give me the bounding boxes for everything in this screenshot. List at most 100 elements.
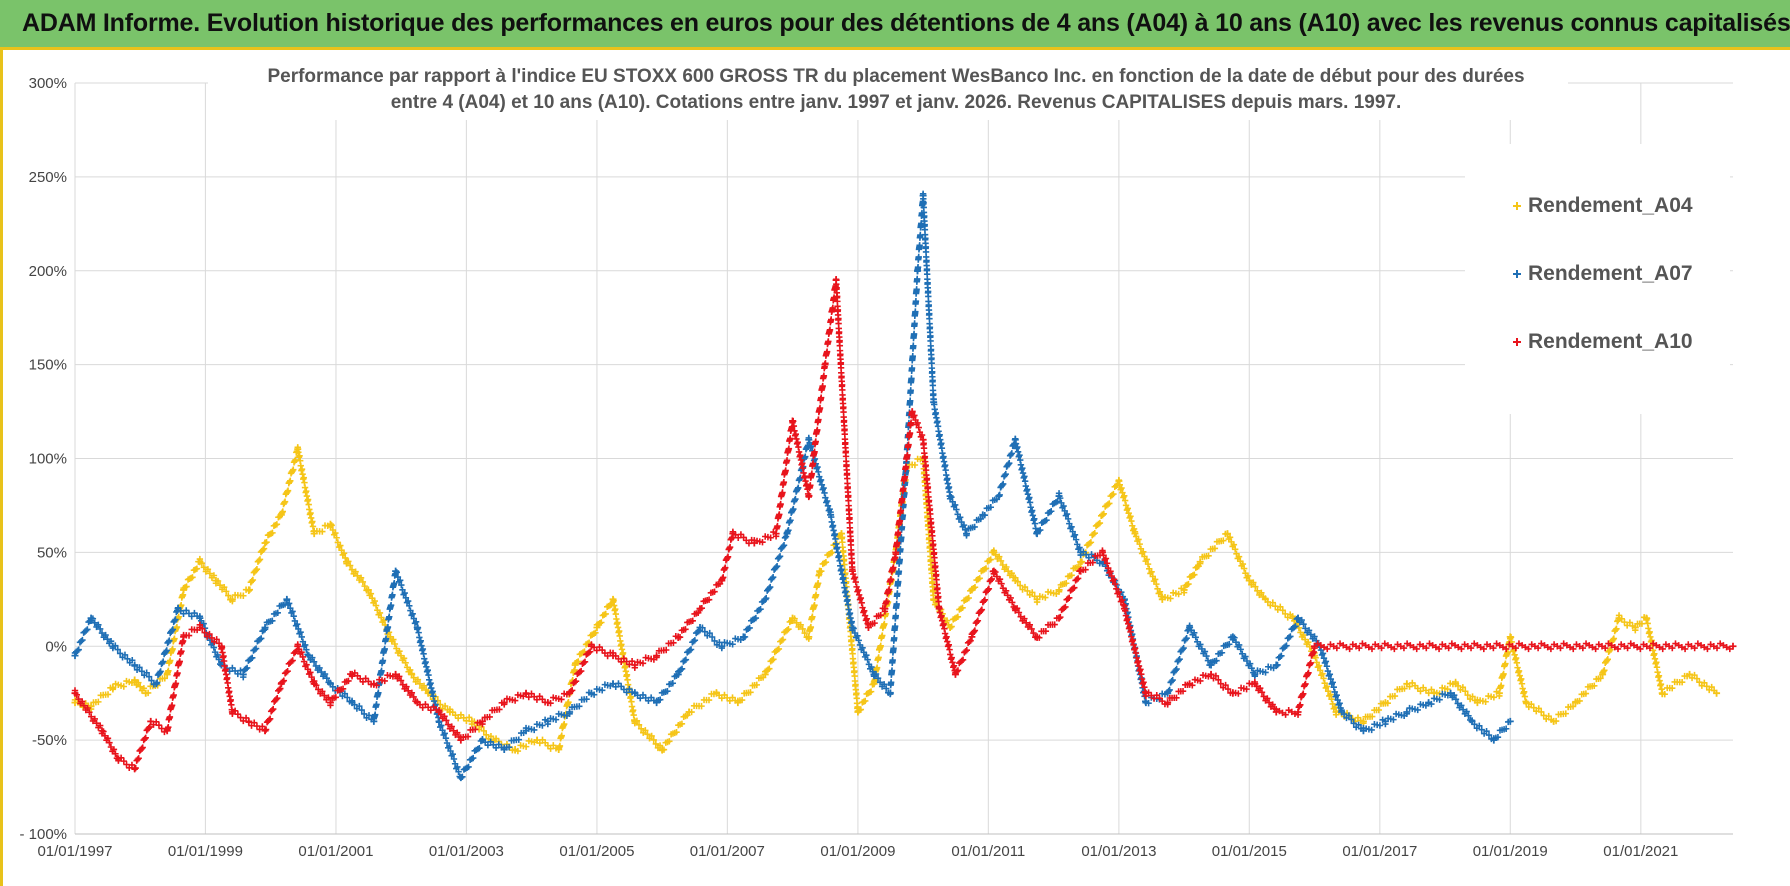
data-point: [1631, 623, 1639, 631]
data-point: [457, 774, 465, 782]
data-point: [1077, 548, 1085, 556]
data-point: [277, 680, 285, 688]
data-point: [854, 708, 862, 716]
data-point: [718, 577, 726, 585]
data-point: [283, 595, 291, 603]
data-point: [1359, 727, 1367, 735]
data-point: [631, 717, 639, 725]
data-point: [1403, 708, 1411, 716]
data-point: [343, 558, 351, 566]
data-point: [587, 642, 595, 650]
subtitle-background: [208, 60, 1568, 120]
data-point: [870, 670, 878, 678]
data-point: [1229, 689, 1237, 697]
legend-entry: Rendement_A07: [1513, 262, 1693, 285]
data-point: [1077, 567, 1085, 575]
data-point: [142, 689, 150, 697]
data-point: [180, 633, 188, 641]
data-point: [147, 717, 155, 725]
data-point: [1729, 642, 1737, 650]
data-point: [832, 276, 840, 284]
data-point: [1338, 708, 1346, 716]
x-tick-label: 01/01/2015: [1212, 843, 1287, 860]
data-point: [1261, 595, 1269, 603]
data-point: [71, 689, 79, 697]
data-point: [1229, 633, 1237, 641]
legend-label: Rendement_A07: [1528, 262, 1693, 285]
data-point: [837, 530, 845, 538]
data-point: [326, 699, 334, 707]
x-tick-label: 01/01/2009: [820, 843, 895, 860]
data-point: [261, 727, 269, 735]
data-point: [990, 567, 998, 575]
data-point: [1251, 680, 1259, 688]
data-point: [1223, 530, 1231, 538]
data-point: [1142, 689, 1150, 697]
data-point: [180, 586, 188, 594]
report-title: ADAM Informe. Evolution historique des p…: [22, 9, 1790, 37]
data-point: [968, 586, 976, 594]
data-point: [392, 567, 400, 575]
data-point: [566, 689, 574, 697]
data-point: [609, 680, 617, 688]
data-point: [1381, 717, 1389, 725]
y-tick-label: 50%: [37, 544, 67, 561]
data-point: [370, 680, 378, 688]
data-point: [886, 689, 894, 697]
data-point: [696, 605, 704, 613]
data-point: [1381, 699, 1389, 707]
data-point: [71, 699, 79, 707]
data-point: [1447, 689, 1455, 697]
x-tick-label: 01/01/2001: [298, 843, 373, 860]
data-point: [392, 670, 400, 678]
data-point: [131, 676, 139, 684]
data-point: [653, 699, 661, 707]
data-point: [914, 267, 922, 275]
data-point: [990, 548, 998, 556]
data-point: [196, 558, 204, 566]
data-point: [294, 445, 302, 453]
report-header: ADAM Informe. Evolution historique des p…: [0, 0, 1790, 50]
data-point: [571, 661, 579, 669]
data-point: [386, 633, 394, 641]
data-point: [870, 680, 878, 688]
data-point: [1180, 586, 1188, 594]
data-point: [500, 746, 508, 754]
data-point: [1033, 530, 1041, 538]
data-point: [729, 530, 737, 538]
x-tick-label: 01/01/2021: [1603, 843, 1678, 860]
data-point: [995, 492, 1003, 500]
data-point: [1642, 614, 1650, 622]
data-point: [1550, 717, 1558, 725]
y-tick-label: 250%: [29, 169, 67, 186]
y-tick-label: -50%: [32, 732, 67, 749]
data-point: [364, 586, 372, 594]
data-point: [821, 361, 829, 369]
data-point: [261, 623, 269, 631]
data-point: [864, 623, 872, 631]
data-point: [217, 642, 225, 650]
data-point: [228, 595, 236, 603]
data-point: [109, 684, 117, 692]
data-point: [750, 539, 758, 547]
data-point: [87, 702, 95, 710]
data-point: [566, 708, 574, 716]
x-tick-label: 01/01/2013: [1081, 843, 1156, 860]
data-point: [805, 492, 813, 500]
data-point: [968, 633, 976, 641]
data-point: [696, 623, 704, 631]
legend-marker: [1513, 202, 1521, 210]
x-tick-label: 01/01/2007: [690, 843, 765, 860]
data-point: [930, 595, 938, 603]
x-tick-label: 01/01/1999: [168, 843, 243, 860]
data-point: [935, 605, 943, 613]
data-point: [1272, 708, 1280, 716]
data-point: [674, 670, 682, 678]
data-point: [1033, 633, 1041, 641]
data-point: [783, 530, 791, 538]
data-point: [544, 699, 552, 707]
data-point: [609, 652, 617, 660]
data-point: [245, 586, 253, 594]
data-point: [500, 699, 508, 707]
data-point: [294, 642, 302, 650]
